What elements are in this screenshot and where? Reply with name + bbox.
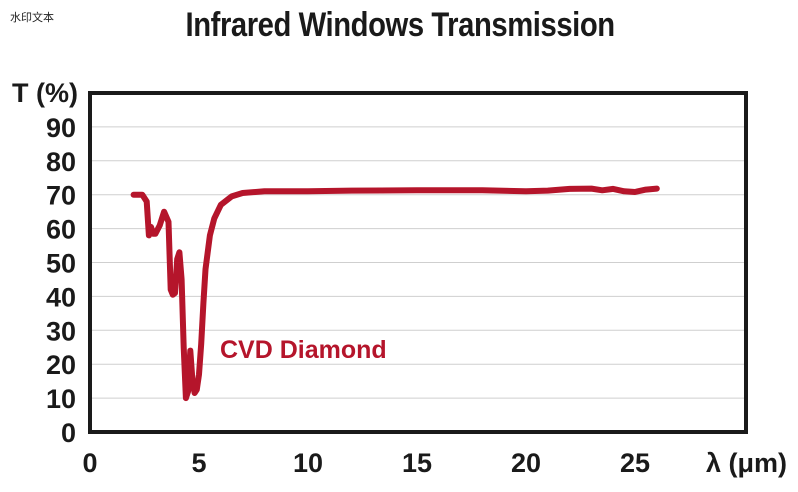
y-axis-label: T (%): [12, 78, 78, 108]
x-tick-label: 10: [293, 448, 323, 478]
y-tick-label: 30: [46, 316, 76, 346]
y-tick-label: 60: [46, 215, 76, 245]
series-line-cvd-diamond: [130, 185, 660, 402]
series-label-cvd-diamond: CVD Diamond: [220, 336, 387, 364]
x-axis-label: λ (μm): [706, 448, 787, 478]
y-tick-label: 0: [61, 418, 76, 448]
plot-frame: [88, 91, 748, 434]
y-tick-label: 90: [46, 113, 76, 143]
x-tick-label: 5: [191, 448, 206, 478]
x-tick-label: 20: [511, 448, 541, 478]
y-tick-label: 70: [46, 181, 76, 211]
series-group: [130, 185, 660, 402]
y-tick-label: 10: [46, 384, 76, 414]
y-tick-label: 50: [46, 249, 76, 279]
y-tick-label: 80: [46, 147, 76, 177]
x-axis-ticks: 0 5 10 15 20 25: [82, 448, 650, 478]
y-tick-label: 40: [46, 282, 76, 312]
chart-title: Infrared Windows Transmission: [185, 6, 616, 44]
watermark-text: 水印文本: [10, 12, 54, 24]
grid-lines: [90, 126, 746, 399]
x-tick-label: 25: [620, 448, 650, 478]
y-tick-label: 20: [46, 350, 76, 380]
x-tick-label: 15: [402, 448, 432, 478]
x-tick-label: 0: [82, 448, 97, 478]
